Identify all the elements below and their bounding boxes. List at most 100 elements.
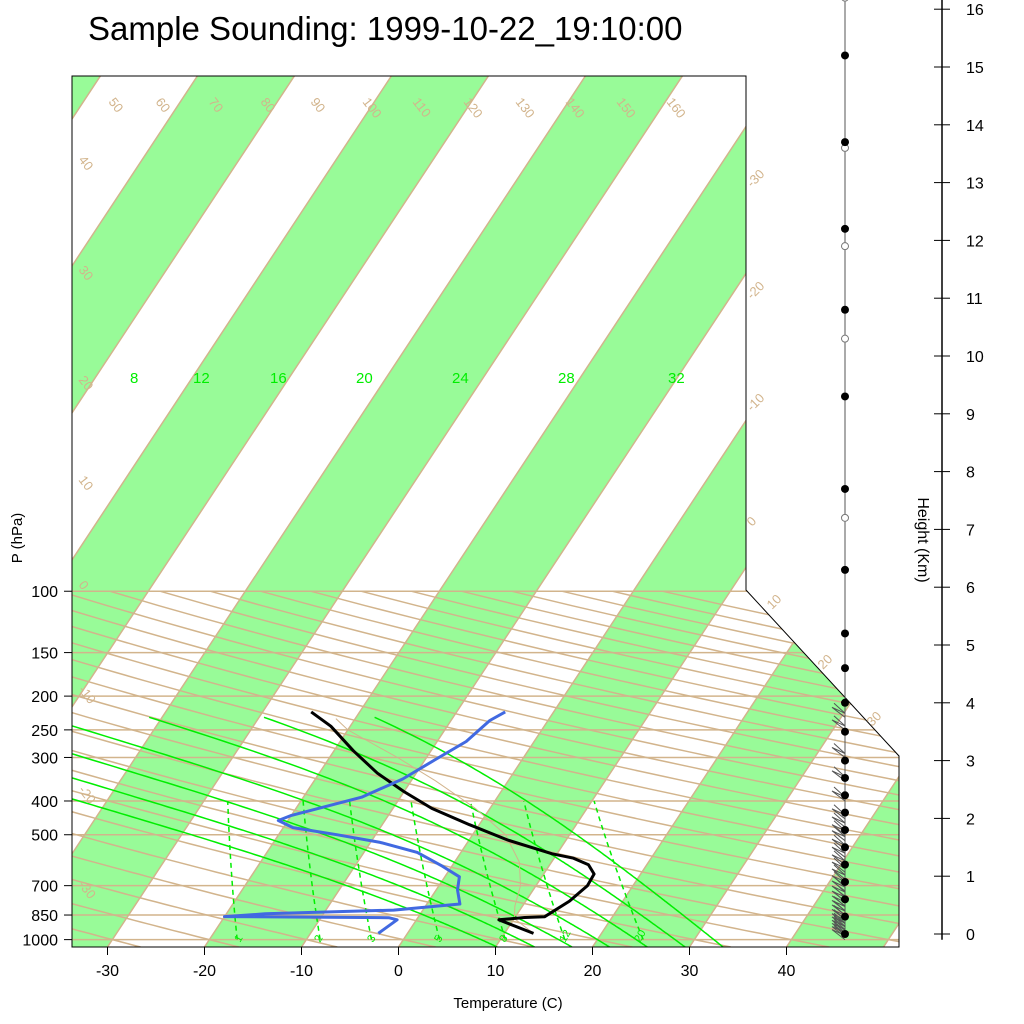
y-tick-label: 150 bbox=[31, 646, 58, 663]
wind-barb bbox=[831, 868, 846, 880]
isotherm-line bbox=[72, 76, 443, 947]
wind-dot bbox=[841, 877, 849, 886]
mixing-ratio-line bbox=[523, 800, 566, 940]
y-tick-label: 250 bbox=[31, 723, 58, 740]
dry-adiabat-line bbox=[72, 590, 899, 947]
mixing-ratio-line bbox=[469, 800, 507, 940]
wind-barb bbox=[833, 850, 846, 862]
parcel-path bbox=[335, 718, 534, 934]
wind-dot bbox=[841, 727, 849, 736]
dry-adiabat-line bbox=[72, 590, 899, 947]
wind-barb bbox=[831, 706, 846, 718]
wind-barb bbox=[831, 830, 846, 842]
temperature-axis: -30 -20 -10 0 10 20 30 40 bbox=[96, 947, 796, 980]
isotherm-line bbox=[72, 76, 249, 947]
wind-dot bbox=[841, 825, 849, 834]
dry-adiabat-line bbox=[72, 590, 240, 947]
height-tick-label: 13 bbox=[966, 176, 984, 193]
wind-barb bbox=[831, 908, 846, 920]
y-tick-label: 300 bbox=[31, 750, 58, 767]
dry-adiabat-line bbox=[72, 590, 535, 947]
dry-adiabat-line bbox=[260, 590, 899, 947]
wind-barb bbox=[831, 770, 846, 782]
moist-adiabat-line bbox=[72, 716, 498, 947]
wind-barb bbox=[831, 880, 846, 892]
wind-dot bbox=[841, 773, 849, 782]
height-tick-label: 4 bbox=[966, 696, 975, 713]
isotherm-label: 10 bbox=[76, 473, 97, 494]
dry-adiabat-line bbox=[72, 590, 899, 947]
y-tick-label: 850 bbox=[31, 908, 58, 925]
wind-barb bbox=[833, 812, 846, 824]
moist-adiabat-lines bbox=[72, 716, 724, 947]
dry-adiabat-line bbox=[72, 590, 899, 947]
wind-dot bbox=[841, 698, 849, 707]
dry-adiabat-line bbox=[72, 590, 830, 947]
isotherm-line bbox=[153, 76, 831, 947]
wind-barb bbox=[831, 790, 846, 802]
wind-dot bbox=[841, 895, 849, 904]
isotherm-label: 130 bbox=[513, 95, 538, 121]
y-tick-label: 100 bbox=[31, 584, 58, 601]
wind-barb bbox=[833, 919, 846, 930]
mixing-ratio-label: 8 bbox=[497, 933, 510, 944]
moist-adiabat-label: 24 bbox=[452, 370, 469, 387]
height-axis-label: Height (Km) bbox=[914, 497, 931, 582]
x-axis-label: Temperature (C) bbox=[453, 995, 562, 1012]
green-band bbox=[72, 76, 539, 947]
moist-adiabat-label: 8 bbox=[130, 370, 138, 387]
wind-barb bbox=[831, 719, 846, 731]
wind-profile bbox=[831, 0, 849, 940]
moist-adiabat-label: 28 bbox=[558, 370, 575, 387]
wind-barb bbox=[833, 834, 846, 846]
x-tick-label: 10 bbox=[487, 963, 505, 980]
wind-barb bbox=[831, 808, 846, 820]
plot-frame bbox=[71, 75, 900, 948]
isotherm-label: -30 bbox=[744, 166, 768, 190]
dry-adiabat-line bbox=[72, 590, 899, 947]
wind-barb bbox=[831, 895, 846, 907]
isotherm-label: -20 bbox=[744, 278, 768, 302]
wind-barb bbox=[831, 890, 846, 902]
wind-dot bbox=[841, 51, 849, 60]
wind-barb bbox=[833, 715, 846, 727]
wind-barb bbox=[831, 900, 846, 911]
green-band bbox=[72, 76, 733, 947]
wind-dot bbox=[841, 860, 849, 869]
wind-barb bbox=[831, 919, 846, 931]
wind-barb bbox=[833, 842, 846, 854]
moist-adiabat-line bbox=[72, 716, 535, 947]
isotherm-label: 10 bbox=[764, 591, 785, 612]
dry-adiabat-line bbox=[109, 590, 899, 947]
wind-barb bbox=[833, 743, 846, 754]
dry-adiabat-line bbox=[72, 590, 899, 947]
moist-adiabat-line bbox=[148, 716, 648, 947]
wind-dot bbox=[841, 756, 849, 765]
y-tick-label: 500 bbox=[31, 828, 58, 845]
isotherm-line bbox=[930, 0, 1024, 1024]
x-tick-label: 40 bbox=[778, 963, 796, 980]
wind-barb bbox=[833, 702, 846, 714]
isotherm-line bbox=[0, 0, 54, 1024]
wind-open-circle bbox=[841, 513, 849, 522]
parcel-line bbox=[335, 718, 534, 934]
height-tick-label: 16 bbox=[966, 2, 984, 19]
isotherm-label: -10 bbox=[744, 390, 768, 414]
green-band bbox=[72, 76, 345, 947]
mixing-ratio-line bbox=[302, 800, 321, 940]
wind-barb bbox=[831, 913, 846, 925]
height-tick-label: 5 bbox=[966, 638, 975, 655]
dry-adiabat-line bbox=[209, 590, 899, 947]
dry-adiabat-line bbox=[72, 590, 633, 947]
wind-barb bbox=[831, 904, 846, 916]
isotherm-line bbox=[638, 76, 899, 947]
height-tick-label: 2 bbox=[966, 811, 975, 828]
isotherm-line bbox=[347, 76, 899, 947]
wind-dot bbox=[841, 224, 849, 233]
isotherm-line bbox=[72, 76, 540, 947]
mixing-ratio-label: 1 bbox=[232, 933, 245, 944]
dry-adiabat-line bbox=[159, 590, 899, 947]
wind-barb bbox=[831, 838, 846, 850]
